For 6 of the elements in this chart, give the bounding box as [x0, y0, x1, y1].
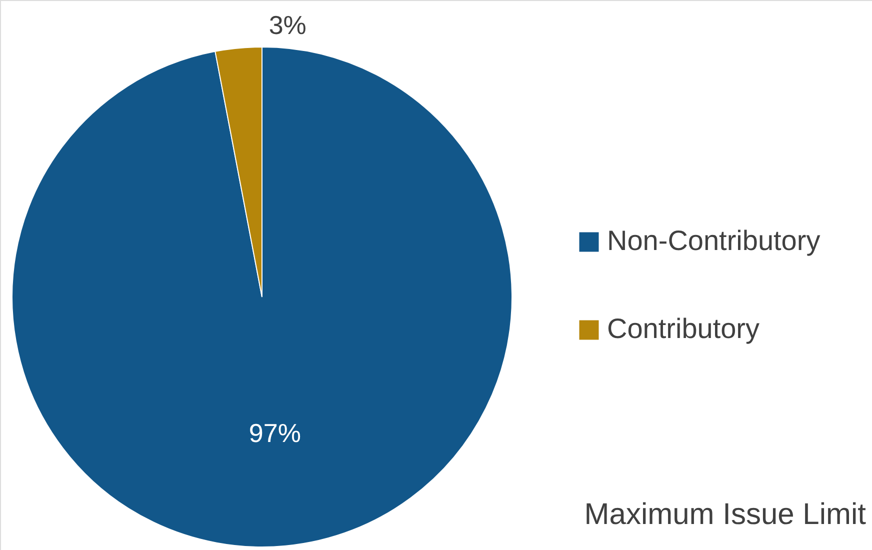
data-label: 3%: [268, 10, 306, 40]
legend-label: Non-Contributory: [607, 225, 820, 256]
legend-label: Contributory: [607, 313, 760, 344]
data-label: 97%: [248, 418, 301, 448]
text: Maximum Issue Limit: [584, 498, 867, 531]
pie-slice: [12, 46, 512, 548]
